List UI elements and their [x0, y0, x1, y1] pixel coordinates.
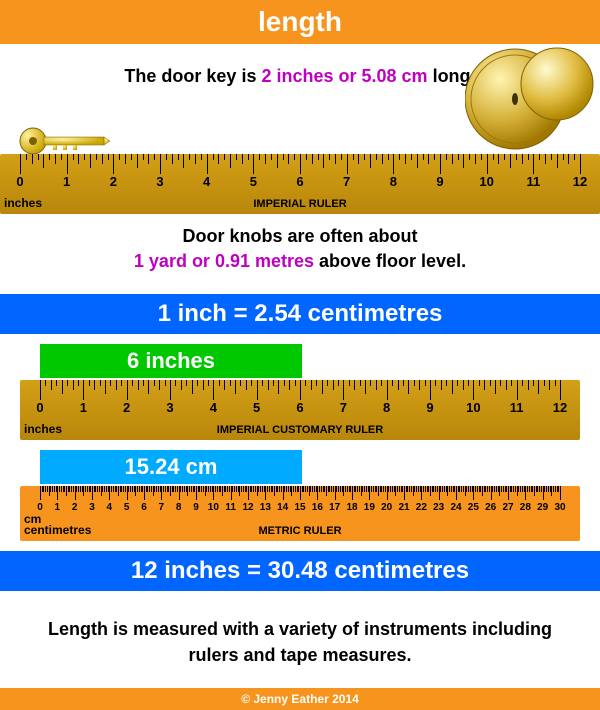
bottom-text: Length is measured with a variety of ins… — [0, 601, 600, 683]
ruler2-unit-label: inches — [24, 422, 62, 436]
sentence2-a: Door knobs are often about — [182, 226, 417, 246]
ruler3-name: METRIC RULER — [258, 525, 341, 537]
conversion-bar-2: 12 inches = 30.48 centimetres — [0, 551, 600, 591]
sentence1-b: 2 inches or 5.08 cm — [261, 66, 427, 86]
green-6inch-bar: 6 inches — [40, 344, 302, 378]
imperial-ruler-1: inches IMPERIAL RULER 0123456789101112 — [0, 154, 600, 214]
sentence2-b: 1 yard or 0.91 metres — [134, 251, 314, 271]
sentence2-c: above floor level. — [314, 251, 466, 271]
ruler2-name: IMPERIAL CUSTOMARY RULER — [217, 424, 383, 436]
ruler1-name: IMPERIAL RULER — [253, 198, 346, 210]
ruler1-unit-label: inches — [4, 196, 42, 210]
knob-sentence: Door knobs are often about 1 yard or 0.9… — [0, 214, 600, 284]
sentence1-a: The door key is — [124, 66, 261, 86]
metric-ruler: cm centimetres METRIC RULER 012345678910… — [20, 486, 580, 541]
ruler3-centimetres-label: centimetres — [24, 523, 91, 537]
cyan-cm-bar: 15.24 cm — [40, 450, 302, 484]
footer-credit: © Jenny Eather 2014 — [0, 688, 600, 710]
imperial-ruler-2: inches IMPERIAL CUSTOMARY RULER 01234567… — [20, 380, 580, 440]
doorknob-icon — [465, 34, 595, 169]
conversion-bar-1: 1 inch = 2.54 centimetres — [0, 294, 600, 334]
